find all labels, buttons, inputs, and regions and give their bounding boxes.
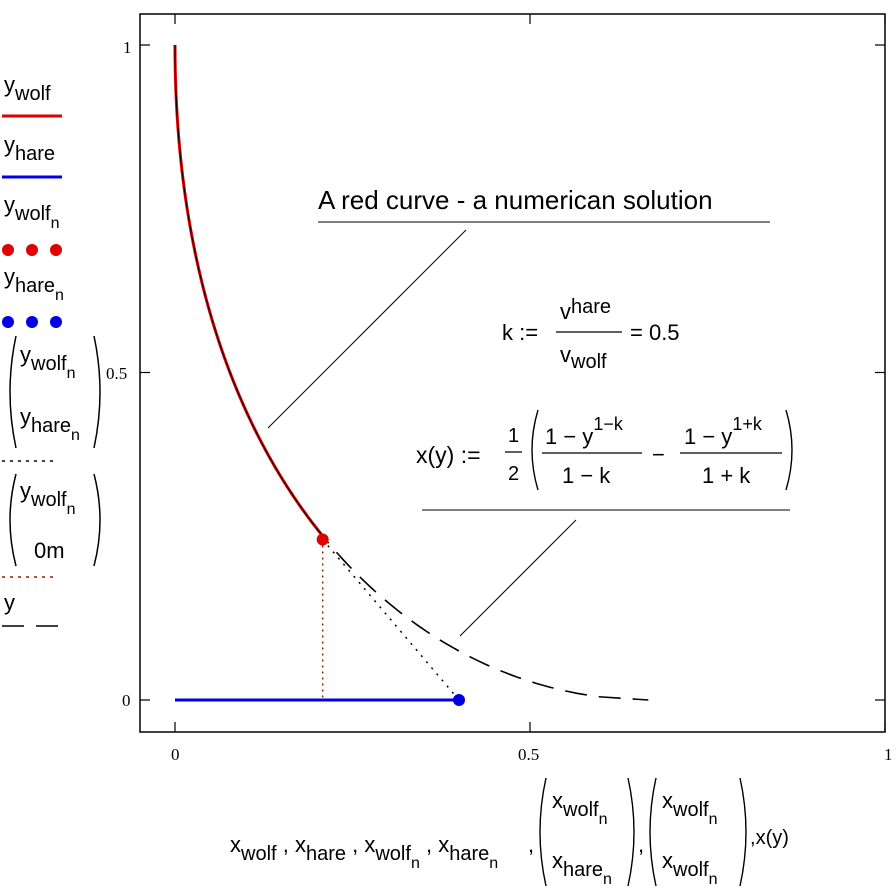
svg-text:2: 2: [508, 463, 519, 485]
legend-swatch-ywolf-n: [2, 244, 62, 256]
series-ywolf: [173, 45, 327, 541]
svg-text:xharen: xharen: [552, 848, 612, 888]
legend-entry-y: y: [4, 590, 15, 615]
legend-entry-yhare: yhare: [4, 132, 55, 165]
annotation-leader-2: [459, 519, 577, 637]
legend-vec1-top: ywolfn: [20, 342, 75, 382]
svg-text:vwolf: vwolf: [560, 342, 607, 373]
red-curve-annotation: A red curve - a numerican solution: [318, 185, 713, 215]
svg-text:xwolfn: xwolfn: [662, 788, 717, 828]
y-tick-label-1: 0.5: [106, 364, 127, 383]
x-tick-label-0: 0: [171, 745, 180, 764]
svg-text:vhare: vhare: [560, 296, 611, 324]
svg-text:xwolf , xhare: xwolf , xhare , xwolfn , xharen: [230, 832, 498, 873]
svg-text:xwolfn: xwolfn: [552, 788, 607, 828]
svg-text:1 − y1+k: 1 − y1+k: [684, 414, 763, 449]
svg-text:x(y) :=: x(y) :=: [416, 442, 481, 468]
x-axis-expression: xwolf , xhare , xwolfn , xharen , xwolfn…: [230, 777, 789, 888]
svg-text:k :=: k :=: [502, 320, 538, 345]
legend-vec2-left-paren: [9, 473, 17, 567]
legend-vec2-bottom: 0m: [34, 538, 65, 563]
svg-text:xwolfn: xwolfn: [662, 848, 717, 888]
x-definition: x(y) := 1 2 1 − y1−k 1 − k − 1 − y1+k 1 …: [416, 409, 793, 491]
point-ywolf-n: [316, 533, 329, 546]
svg-text:1 − k: 1 − k: [562, 463, 611, 488]
svg-text:= 0.5: = 0.5: [630, 320, 680, 345]
svg-text:1: 1: [508, 425, 519, 447]
series-layer: [173, 45, 649, 706]
series-ywolf-centerline: [174, 45, 326, 540]
y-tick-label-2: 1: [123, 38, 132, 57]
svg-text:,: ,: [528, 832, 534, 857]
point-yhare-n: [453, 694, 465, 706]
svg-text:1 + k: 1 + k: [702, 463, 751, 488]
legend-vec2-right-paren: [93, 473, 101, 567]
svg-text:1 − y1−k: 1 − y1−k: [545, 414, 624, 449]
k-definition: k := vhare vwolf = 0.5: [502, 296, 680, 373]
legend-entry-yhare-n: yharen: [4, 264, 64, 304]
svg-text:,x(y): ,x(y): [750, 827, 789, 849]
x-tick-label-1: 0.5: [518, 745, 539, 764]
legend-vec2-top: ywolfn: [20, 478, 75, 518]
legend-entry-ywolf: ywolf: [4, 72, 51, 105]
axis-ticks: [140, 14, 886, 732]
plot-frame: [139, 13, 886, 733]
svg-text:−: −: [652, 442, 665, 467]
legend-vec1-bottom: yharen: [20, 404, 80, 444]
legend-swatch-yhare-n: [2, 316, 62, 328]
legend-entry-ywolf-n: ywolfn: [4, 192, 59, 232]
svg-text:,: ,: [638, 832, 644, 857]
legend-vec1-right-paren: [93, 335, 101, 449]
annotation-leader-1: [267, 229, 467, 429]
legend: ywolf yhare ywolfn yharen ywolfn yharen: [2, 72, 101, 627]
series-tangent: [322, 539, 460, 701]
y-tick-label-0: 0: [122, 691, 131, 710]
legend-vec1-left-paren: [9, 335, 17, 449]
x-tick-label-2: 1: [884, 745, 893, 764]
